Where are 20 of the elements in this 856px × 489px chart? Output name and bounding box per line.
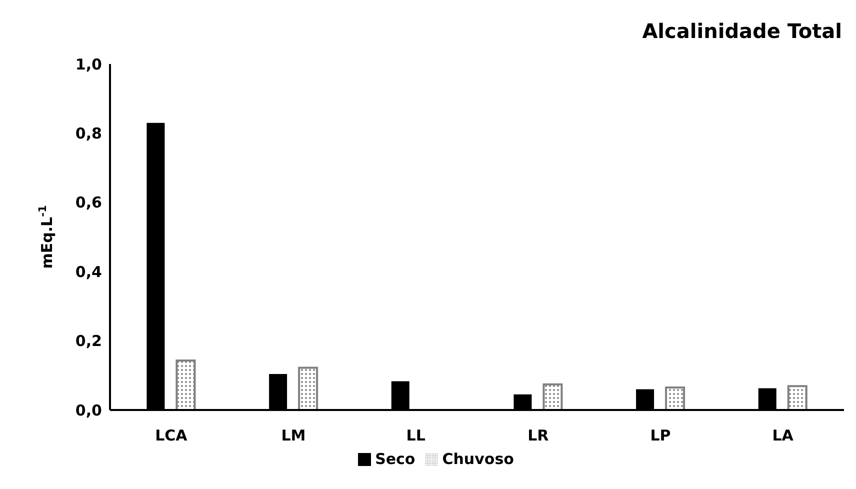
y-tick-label: 1,0 (75, 55, 102, 74)
bar (176, 360, 196, 410)
y-tick-label: 0,2 (75, 332, 102, 350)
chart-title: Alcalinidade Total (642, 19, 842, 43)
legend-label: Seco (375, 450, 416, 468)
x-tick-label: LL (406, 426, 426, 445)
y-tick-label: 0,4 (75, 262, 102, 281)
bar (665, 386, 686, 410)
x-tick-label: LM (281, 426, 306, 445)
y-tick-label: 0,8 (75, 124, 102, 143)
x-tick-label: LR (528, 426, 550, 445)
bar (787, 385, 808, 410)
y-tick-label: 0,6 (75, 194, 102, 212)
legend-label: Chuvoso (442, 450, 514, 468)
x-tick-label: LA (772, 426, 794, 445)
x-tick-label: LCA (155, 426, 188, 445)
y-tick-label: 0,0 (75, 401, 102, 420)
bar (542, 383, 563, 410)
bar (298, 366, 318, 410)
x-tick-label: LP (650, 426, 671, 445)
